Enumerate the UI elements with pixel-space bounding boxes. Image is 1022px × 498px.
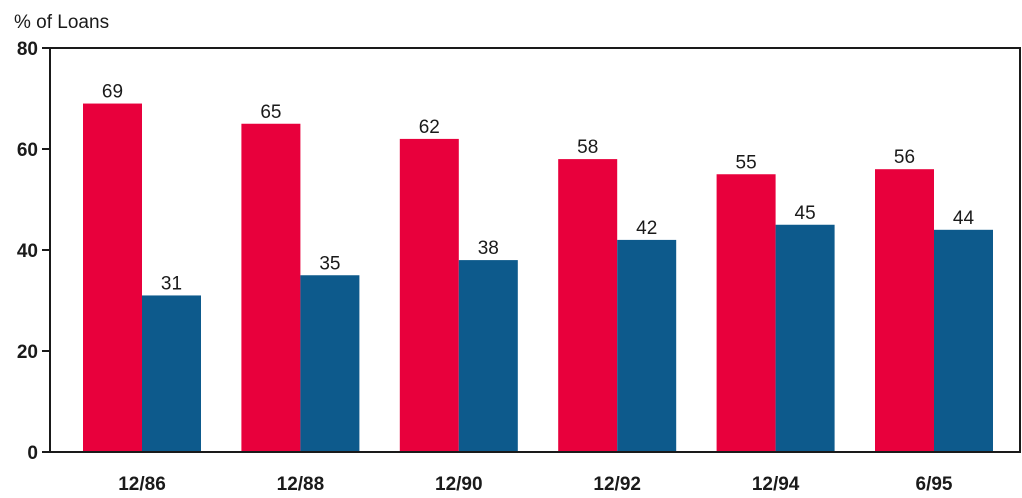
bar	[399, 138, 459, 452]
y-axis-title: % of Loans	[14, 12, 109, 33]
bar	[934, 229, 993, 452]
data-label: 38	[478, 238, 499, 259]
y-tick-label: 60	[17, 140, 38, 161]
bar	[142, 295, 201, 452]
data-label: 62	[419, 117, 440, 138]
x-tick-label: 12/86	[118, 474, 166, 495]
y-tick-label: 20	[17, 342, 38, 363]
y-ticks-group: 0 20 40 60 80	[17, 39, 50, 464]
data-label: 65	[260, 102, 281, 123]
data-label: 35	[319, 253, 340, 274]
bar	[775, 224, 835, 452]
bar	[241, 123, 301, 452]
x-tick-label: 12/94	[752, 474, 800, 495]
bar	[716, 174, 776, 452]
y-tick-label: 80	[17, 39, 38, 60]
bar	[617, 239, 677, 452]
data-label: 42	[636, 218, 657, 239]
bar	[458, 260, 518, 452]
plot-frame	[49, 47, 1021, 453]
x-labels-group: 12/86 12/88 12/90 12/92 12/94 6/95	[118, 474, 953, 495]
data-label: 58	[577, 137, 598, 158]
bar	[875, 169, 934, 452]
x-tick-label: 12/90	[435, 474, 483, 495]
x-tick-label: 12/88	[277, 474, 325, 495]
bar	[83, 103, 142, 453]
data-label: 31	[161, 273, 182, 294]
data-label: 45	[795, 203, 816, 224]
bars-group: 69 31 65 35 62 38 58 42 55 45 56 44	[83, 82, 993, 453]
data-label: 44	[953, 208, 975, 229]
x-tick-label: 6/95	[916, 474, 953, 495]
data-label: 56	[894, 147, 915, 168]
data-label: 55	[736, 152, 757, 173]
y-tick-label: 0	[27, 443, 38, 464]
bar	[300, 275, 360, 452]
y-tick-label: 40	[17, 241, 38, 262]
x-tick-label: 12/92	[593, 474, 641, 495]
data-label: 69	[102, 82, 123, 103]
bar	[558, 159, 618, 452]
